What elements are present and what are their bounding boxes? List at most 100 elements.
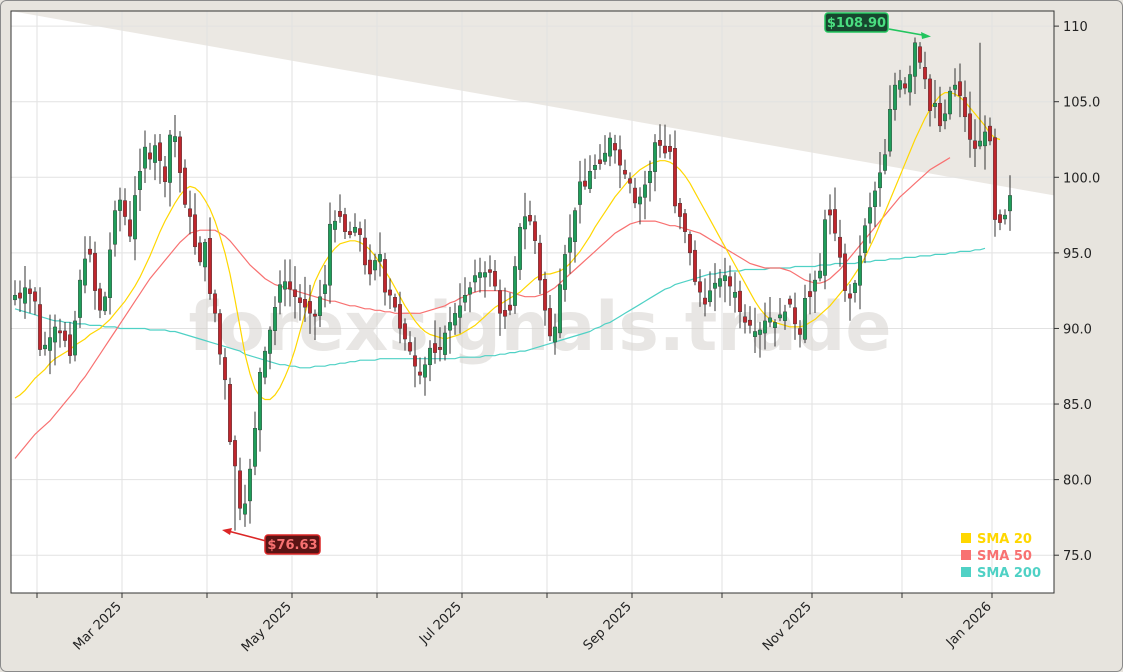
candle — [198, 236, 202, 266]
y-tick-label: 110 — [1063, 20, 1088, 35]
candle-body — [43, 344, 47, 350]
candle — [73, 310, 77, 362]
candle-body — [938, 102, 942, 127]
candle-body — [68, 334, 72, 356]
candle — [738, 280, 742, 329]
candle-body — [733, 291, 737, 298]
candle — [68, 322, 72, 364]
candle — [778, 297, 782, 322]
candle-body — [478, 272, 482, 278]
candle — [553, 313, 557, 355]
candle-body — [693, 249, 697, 282]
candle-body — [858, 255, 862, 286]
candle — [268, 326, 272, 370]
candle — [258, 367, 262, 452]
candle-body — [343, 214, 347, 232]
candle — [113, 200, 117, 257]
candle — [473, 259, 477, 293]
candle — [358, 221, 362, 252]
candle — [608, 132, 612, 167]
candle — [288, 259, 292, 307]
candle-body — [763, 320, 767, 334]
candle — [908, 65, 912, 106]
candle — [723, 257, 727, 303]
candle-body — [638, 196, 642, 205]
candle — [1008, 175, 1012, 231]
candle-body — [413, 355, 417, 367]
candle-body — [263, 350, 267, 378]
candle — [923, 51, 927, 89]
candle — [898, 69, 902, 98]
candle-body — [918, 46, 922, 63]
candle — [843, 243, 847, 302]
candle-body — [903, 83, 907, 89]
candle-body — [883, 154, 887, 171]
candle — [463, 277, 467, 312]
candle — [303, 276, 307, 322]
candle — [863, 218, 867, 264]
legend-swatch-sma200 — [961, 567, 971, 577]
candle-body — [838, 236, 842, 258]
candle-body — [373, 260, 377, 271]
candle — [233, 435, 237, 531]
candle-body — [708, 290, 712, 303]
candle — [18, 280, 22, 312]
candle — [378, 232, 382, 277]
candle — [423, 356, 427, 396]
candle-body — [503, 310, 507, 317]
candle — [938, 86, 942, 133]
candle — [533, 215, 537, 255]
candle — [788, 295, 792, 308]
candle-body — [558, 284, 562, 334]
candle — [343, 207, 347, 239]
candle — [483, 261, 487, 298]
candle — [323, 265, 327, 308]
candle — [988, 117, 992, 146]
candle — [968, 91, 972, 158]
plot-border — [10, 10, 1055, 594]
candle-body — [383, 259, 387, 293]
candle-body — [173, 136, 177, 142]
candle-body — [703, 297, 707, 305]
candle — [488, 255, 492, 287]
candle — [493, 260, 497, 291]
candle-body — [53, 326, 57, 343]
candle-body — [658, 140, 662, 146]
candle-body — [378, 254, 382, 262]
candle-body — [598, 159, 602, 164]
candle-body — [513, 266, 517, 306]
candle — [708, 271, 712, 307]
candle — [103, 291, 107, 315]
candle — [598, 144, 602, 170]
candle — [183, 159, 187, 209]
candle — [83, 236, 87, 294]
candle-body — [843, 253, 847, 291]
candle — [93, 241, 97, 310]
candle — [758, 321, 762, 358]
candle-body — [543, 279, 547, 311]
candle — [388, 278, 392, 310]
candle — [753, 307, 757, 353]
candle — [78, 269, 82, 329]
candle-body — [298, 297, 302, 303]
candle-body — [218, 313, 222, 355]
candle-body — [713, 282, 717, 289]
candle-body — [958, 81, 962, 96]
candle-body — [398, 304, 402, 329]
candle — [528, 200, 532, 226]
candle — [478, 257, 482, 293]
candle-body — [223, 357, 227, 381]
candle — [578, 160, 582, 224]
candle — [543, 271, 547, 326]
candle-body — [583, 180, 587, 187]
candle-body — [948, 90, 952, 115]
candle — [263, 346, 267, 385]
sma20-line — [14, 91, 1001, 401]
candle — [523, 192, 527, 250]
candle-body — [923, 67, 927, 80]
candle — [903, 77, 907, 95]
candle-body — [563, 254, 567, 290]
candle — [63, 321, 67, 348]
candle-body — [608, 137, 612, 157]
candle-body — [768, 317, 772, 323]
